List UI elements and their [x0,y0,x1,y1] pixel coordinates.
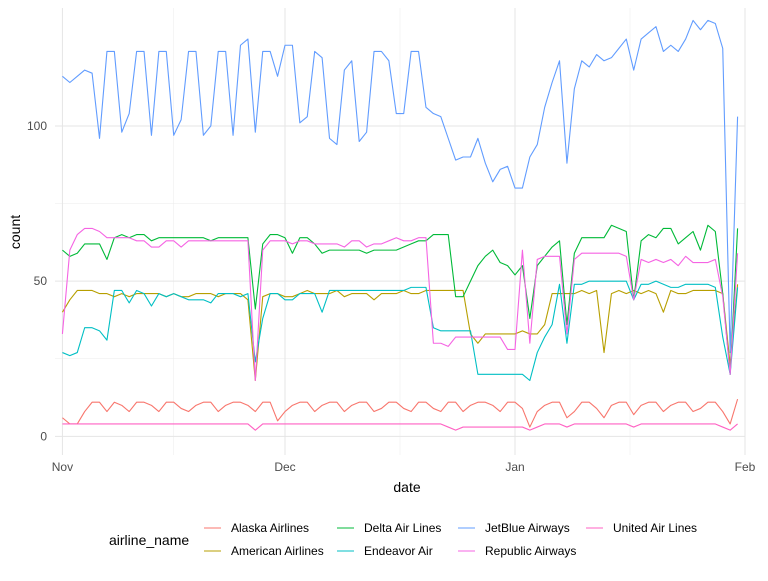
y-tick-label: 50 [34,274,48,288]
series-line-republic-airways [61,227,739,382]
legend-label-american-airlines: American Airlines [231,544,324,558]
legend-label-endeavor-air: Endeavor Air [364,544,433,558]
x-axis-title: date [393,479,420,495]
x-tick-label: Jan [505,460,524,474]
legend-label-republic-airways: Republic Airways [485,544,576,558]
axes: date count 0 50 100 Nov Dec Jan Feb [7,119,756,495]
legend-label-delta-air-lines: Delta Air Lines [364,521,441,535]
series-lines [61,19,739,431]
x-tick-label: Dec [274,460,295,474]
legend-title: airline_name [109,532,189,548]
x-tick-label: Feb [735,460,756,474]
x-tick-label: Nov [52,460,73,474]
legend: airline_name Alaska Airlines American Air… [109,521,697,558]
series-line-jetblue-airways [62,19,739,354]
y-tick-label: 100 [27,119,47,133]
series-line-united-air-lines [62,423,738,431]
gridlines [55,8,746,455]
y-axis-title: count [7,215,23,249]
series-line-alaska-airlines [62,398,739,428]
series-line-delta-air-lines [62,224,739,375]
y-tick-label: 0 [40,429,47,443]
legend-label-jetblue-airways: JetBlue Airways [485,521,570,535]
legend-label-alaska-airlines: Alaska Airlines [231,521,309,535]
series-line-endeavor-air [62,280,739,382]
legend-label-united-air-lines: United Air Lines [613,521,697,535]
